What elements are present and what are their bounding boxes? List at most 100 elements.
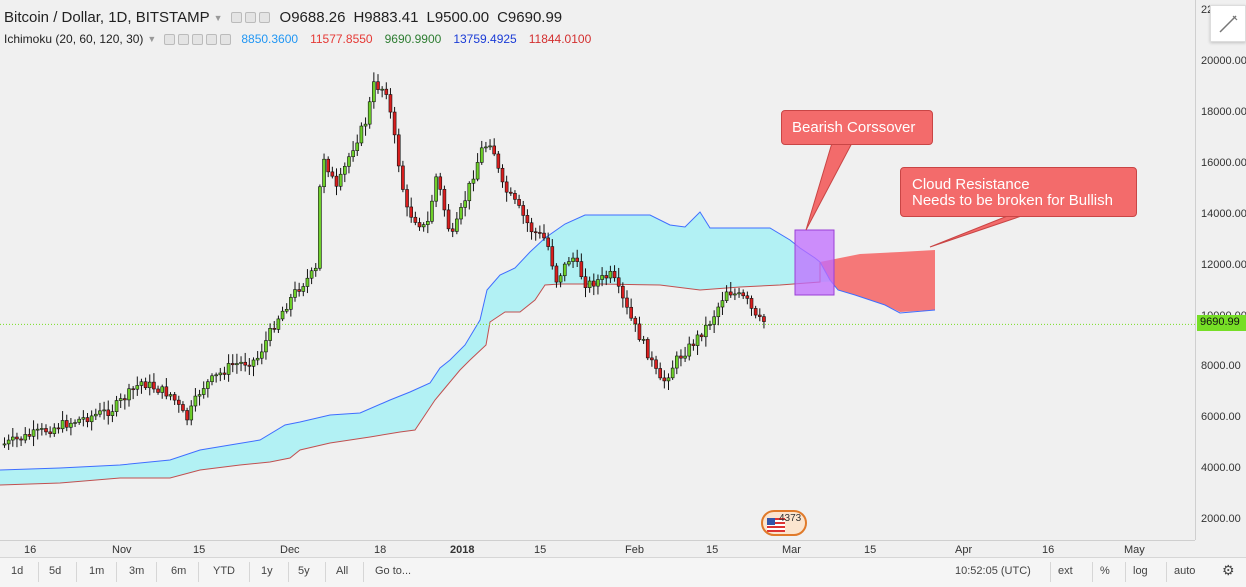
candle-body (334, 175, 339, 187)
candle-body (172, 394, 177, 401)
chevron-down-icon[interactable]: ▼ (213, 12, 223, 23)
chevron-down-icon[interactable]: ▼ (147, 34, 157, 44)
clock-time[interactable]: 10:52:05 (UTC) (955, 565, 1031, 577)
drawing-toolbar-toggle[interactable] (1210, 5, 1246, 42)
bearish-callout-pointer (805, 142, 853, 231)
candle-body (280, 310, 285, 320)
goto-button[interactable]: Go to... (375, 565, 412, 577)
symbol-title[interactable]: Bitcoin / Dollar, 1D, BITSTAMP (4, 9, 210, 26)
time-tick: 15 (193, 544, 206, 556)
pencil-icon[interactable] (1211, 6, 1245, 41)
range-ytd-button[interactable]: YTD (213, 565, 235, 577)
time-tick: 16 (24, 544, 37, 556)
candle-body (484, 146, 488, 149)
candle-body (85, 417, 90, 423)
candle-body (621, 285, 625, 299)
settings-icon[interactable] (192, 33, 204, 45)
candle-body (351, 150, 355, 158)
candle-body (189, 405, 194, 421)
open-value: O9688.26 (279, 9, 346, 26)
eye-icon[interactable] (230, 12, 242, 23)
candle-body (538, 232, 542, 234)
candle-body (210, 375, 214, 383)
toggle-log-button[interactable]: log (1133, 565, 1148, 577)
candle-body (388, 94, 393, 113)
indicator-values: 8850.3600 11577.8550 9690.9900 13759.4925 11… (241, 32, 603, 46)
candle-body (40, 428, 44, 430)
settings-icon[interactable] (244, 12, 256, 23)
price-scale[interactable]: 22 20000.00 18000.00 16000.00 14000.00 12000… (1195, 0, 1246, 540)
candle-body (206, 381, 210, 389)
candle-body (52, 427, 57, 434)
gear-icon[interactable]: ⚙ (1222, 562, 1235, 578)
close-icon[interactable] (258, 12, 270, 23)
toggle-auto-button[interactable]: auto (1174, 565, 1196, 577)
time-scale[interactable]: 16 Nov 15 Dec 18 2018 15 Feb 15 Mar 15 Apr 16 May (0, 540, 1195, 557)
candle-body (616, 277, 621, 287)
range-5d-button[interactable]: 5d (49, 565, 62, 577)
candle-body (654, 359, 658, 369)
watermark-badge: 4373 (761, 510, 807, 536)
time-tick: 15 (706, 544, 719, 556)
eye-icon[interactable] (178, 33, 190, 45)
candle-body (347, 156, 351, 167)
divider (156, 562, 157, 582)
candle-body (695, 334, 700, 346)
time-tick: Mar (782, 544, 801, 556)
indicator-legend[interactable]: Ichimoku (20, 60, 120, 30) ▼ 8850.3600 11… (4, 32, 603, 46)
range-6m-button[interactable]: 6m (171, 565, 187, 577)
candle-body (604, 275, 609, 279)
candle-body (745, 295, 750, 299)
candle-body (367, 101, 372, 125)
cloud-bear-area (820, 250, 935, 312)
candle-body (73, 422, 77, 424)
bearish-crossover-callout[interactable]: Bearish Corssover (781, 110, 933, 145)
range-3m-button[interactable]: 3m (129, 565, 145, 577)
candle-body (89, 415, 94, 423)
divider (38, 562, 39, 582)
candle-body (496, 153, 501, 169)
price-tick: 16000.00 (1201, 156, 1246, 169)
range-1m-button[interactable]: 1m (89, 565, 105, 577)
divider (325, 562, 326, 582)
time-tick: 15 (534, 544, 547, 556)
bottom-toolbar: 1d 5d 1m 3m 6m YTD 1y 5y All Go to... 10:52:05 (UT… (0, 557, 1246, 587)
candle-body (64, 420, 69, 428)
range-1d-button[interactable]: 1d (11, 565, 24, 577)
candle-body (23, 434, 28, 441)
candle-body (401, 165, 405, 190)
cloud-resistance-callout[interactable]: Cloud Resistance Needs to be broken for … (900, 167, 1137, 217)
range-all-button[interactable]: All (336, 565, 349, 577)
add-icon[interactable] (206, 33, 218, 45)
candle-body (645, 339, 650, 359)
toggle-percent-button[interactable]: % (1100, 565, 1110, 577)
candle-body (94, 413, 98, 417)
range-1y-button[interactable]: 1y (261, 565, 273, 577)
candle-body (425, 221, 430, 225)
candle-body (27, 434, 32, 437)
price-chart[interactable] (0, 0, 1195, 540)
candle-body (417, 222, 422, 228)
candle-body (733, 293, 737, 296)
range-5y-button[interactable]: 5y (298, 565, 310, 577)
candle-body (168, 394, 173, 397)
toggle-ext-button[interactable]: ext (1058, 565, 1073, 577)
chart-pane[interactable]: Bitcoin / Dollar, 1D, BITSTAMP ▼ O9688.2… (0, 0, 1195, 540)
candle-body (243, 361, 247, 366)
candle-body (48, 431, 52, 434)
candle-body (633, 317, 638, 325)
candle-body (421, 224, 426, 228)
crossover-highlight-box[interactable] (794, 229, 835, 296)
candle-body (264, 340, 268, 353)
symbol-legend[interactable]: Bitcoin / Dollar, 1D, BITSTAMP ▼ O9688.2… (4, 9, 570, 26)
indicator-value: 13759.4925 (453, 32, 517, 46)
candle-body (508, 191, 513, 194)
candle-body (15, 436, 19, 440)
divider (1166, 562, 1167, 582)
candle-body (338, 173, 343, 187)
close-icon[interactable] (220, 33, 232, 45)
help-icon[interactable] (164, 33, 176, 45)
senkou-span-a (0, 211, 821, 471)
candle-body (19, 438, 23, 441)
indicator-title[interactable]: Ichimoku (20, 60, 120, 30) (4, 32, 144, 46)
